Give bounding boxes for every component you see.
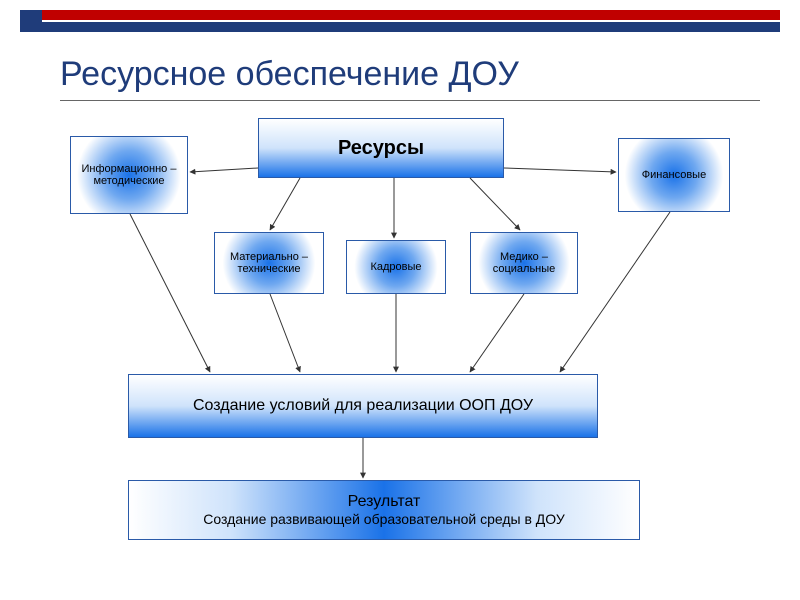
node-material-tech: Материально – технические: [214, 232, 324, 294]
node-medico-social: Медико – социальные: [470, 232, 578, 294]
result-title: Результат: [203, 493, 565, 511]
node-conditions: Создание условий для реализации ООП ДОУ: [128, 374, 598, 438]
node-info-method: Информационно – методические: [70, 136, 188, 214]
result-subtitle: Создание развивающей образовательной сре…: [203, 511, 565, 527]
node-label: Ресурсы: [338, 137, 424, 160]
node-label: Финансовые: [642, 169, 706, 181]
header-bar-blue: [20, 22, 780, 32]
node-label: Создание условий для реализации ООП ДОУ: [193, 397, 533, 415]
title-underline: [60, 100, 760, 101]
header-square: [20, 10, 42, 32]
node-financial: Финансовые: [618, 138, 730, 212]
node-label: Кадровые: [370, 261, 421, 273]
node-result: Результат Создание развивающей образоват…: [128, 480, 640, 540]
node-label: Медико – социальные: [475, 251, 573, 275]
node-label: Результат Создание развивающей образоват…: [203, 493, 565, 527]
node-hr: Кадровые: [346, 240, 446, 294]
node-label: Материально – технические: [219, 251, 319, 275]
page-title: Ресурсное обеспечение ДОУ: [60, 55, 519, 94]
node-label: Информационно – методические: [75, 163, 183, 187]
header-bar-red: [20, 10, 780, 20]
node-resources: Ресурсы: [258, 118, 504, 178]
